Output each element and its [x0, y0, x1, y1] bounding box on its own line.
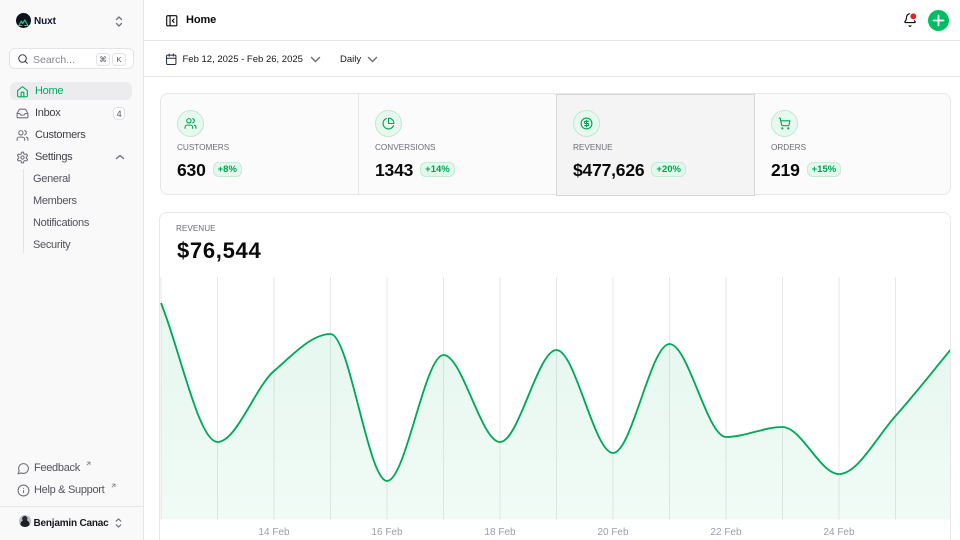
svg-text:18 Feb: 18 Feb [484, 527, 516, 538]
svg-text:14 Feb: 14 Feb [258, 527, 290, 538]
svg-text:20 Feb: 20 Feb [597, 527, 629, 538]
svg-text:16 Feb: 16 Feb [371, 527, 403, 538]
svg-text:24 Feb: 24 Feb [823, 527, 855, 538]
svg-text:22 Feb: 22 Feb [710, 527, 742, 538]
